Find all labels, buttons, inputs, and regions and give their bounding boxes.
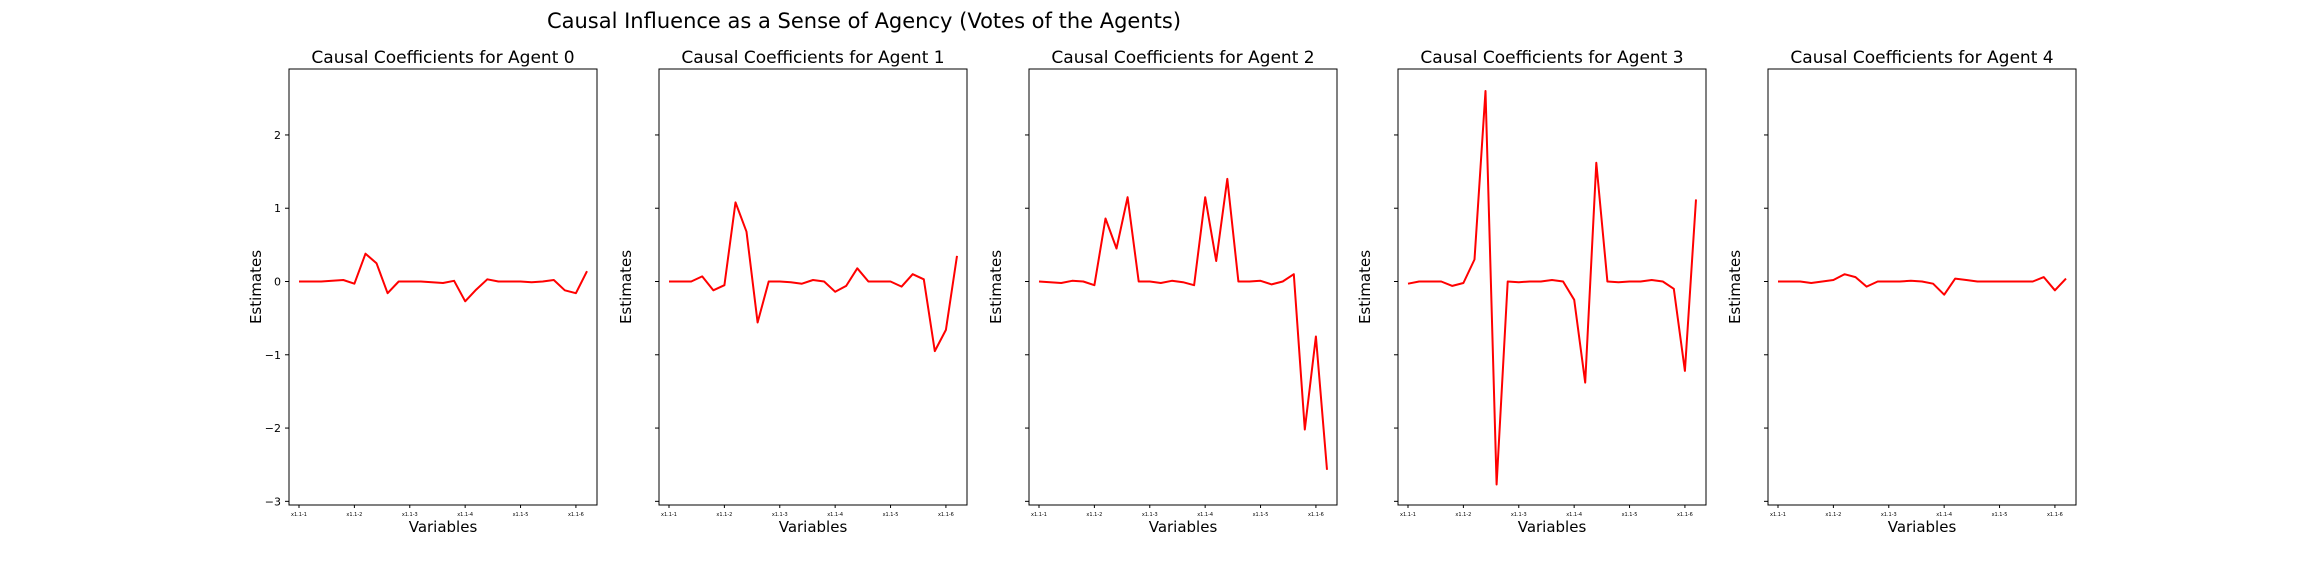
- x-tick-label: x1.1-3: [1881, 512, 1897, 518]
- x-tick-label: x1.1-2: [1825, 512, 1841, 518]
- x-tick-label: x1.1-2: [346, 512, 362, 518]
- x-tick-label: x1.1-3: [1511, 512, 1527, 518]
- y-axis-label: Estimates: [247, 250, 265, 324]
- x-tick-label: x1.1-4: [1936, 512, 1952, 518]
- y-axis-label: Estimates: [987, 250, 1005, 324]
- x-tick-label: x1.1-6: [1677, 512, 1693, 518]
- panel-title: Causal Coefficients for Agent 1: [681, 48, 944, 68]
- y-tick-label: 1: [274, 202, 281, 215]
- x-axis-label: Variables: [1888, 518, 1957, 536]
- x-tick-label: x1.1-5: [513, 512, 529, 518]
- series-line-agent-3: [1407, 90, 1697, 486]
- x-tick-label: x1.1-6: [938, 512, 954, 518]
- panel-agent-2: Causal Coefficients for Agent 2 x1.1-1 x1.…: [987, 48, 1338, 536]
- series-line-agent-4: [1778, 273, 2067, 296]
- x-tick-label: x1.1-3: [402, 512, 418, 518]
- x-axis-label: Variables: [1149, 518, 1218, 536]
- x-axis-label: Variables: [1518, 518, 1587, 536]
- x-tick-label: x1.1-1: [661, 512, 677, 518]
- x-tick-label: x1.1-5: [1253, 512, 1269, 518]
- panel-agent-1: Causal Coefficients for Agent 1 x1.1-1 x1.…: [617, 48, 968, 536]
- figure-title: Causal Influence as a Sense of Agency (V…: [547, 9, 1181, 33]
- y-axis-label: Estimates: [1356, 250, 1374, 324]
- panel-agent-0: Causal Coefficients for Agent 0 −3 −2 −1 0 1 2…: [247, 48, 598, 536]
- x-tick-label: x1.1-5: [1622, 512, 1638, 518]
- x-axis-label: Variables: [779, 518, 848, 536]
- x-tick-label: x1.1-5: [1992, 512, 2008, 518]
- x-tick-label: x1.1-1: [291, 512, 307, 518]
- x-tick-label: x1.1-6: [568, 512, 584, 518]
- y-tick-label: 2: [274, 129, 281, 142]
- x-tick-label: x1.1-4: [1566, 512, 1582, 518]
- x-tick-label: x1.1-1: [1031, 512, 1047, 518]
- x-axis-label: Variables: [409, 518, 478, 536]
- panel-title: Causal Coefficients for Agent 4: [1790, 48, 2053, 68]
- x-tick-label: x1.1-6: [1308, 512, 1324, 518]
- panel-title: Causal Coefficients for Agent 2: [1051, 48, 1314, 68]
- y-tick-label: 0: [274, 276, 281, 289]
- y-axis-label: Estimates: [1726, 250, 1744, 324]
- y-tick-label: −3: [265, 495, 281, 508]
- x-tick-label: x1.1-3: [772, 512, 788, 518]
- plot-frame: [1767, 68, 2077, 506]
- plot-frame: [1028, 68, 1338, 506]
- plot-frame: [1397, 68, 1707, 506]
- panel-title: Causal Coefficients for Agent 3: [1420, 48, 1683, 68]
- x-tick-label: x1.1-1: [1770, 512, 1786, 518]
- x-tick-label: x1.1-2: [1086, 512, 1102, 518]
- y-tick-label: −1: [265, 349, 281, 362]
- x-tick-label: x1.1-2: [1455, 512, 1471, 518]
- x-tick-label: x1.1-2: [716, 512, 732, 518]
- x-tick-label: x1.1-6: [2047, 512, 2063, 518]
- x-tick-label: x1.1-4: [1197, 512, 1213, 518]
- x-tick-label: x1.1-5: [883, 512, 899, 518]
- panels: Causal Coefficients for Agent 0 −3 −2 −1 0 1 2…: [247, 48, 2077, 536]
- x-tick-label: x1.1-3: [1142, 512, 1158, 518]
- panel-agent-3: Causal Coefficients for Agent 3 x1.1-1 x1.…: [1356, 48, 1707, 536]
- panel-agent-4: Causal Coefficients for Agent 4 x1.1-1 x1.…: [1726, 48, 2077, 536]
- series-line-agent-1: [669, 201, 958, 353]
- x-tick-label: x1.1-4: [457, 512, 473, 518]
- plot-frame: [288, 68, 598, 506]
- y-tick-label: −2: [265, 422, 281, 435]
- plot-frame: [658, 68, 968, 506]
- series-line-agent-2: [1038, 177, 1328, 470]
- panel-title: Causal Coefficients for Agent 0: [311, 48, 574, 68]
- x-tick-label: x1.1-1: [1400, 512, 1416, 518]
- series-line-agent-0: [299, 252, 588, 303]
- x-tick-label: x1.1-4: [827, 512, 843, 518]
- y-axis-label: Estimates: [617, 250, 635, 324]
